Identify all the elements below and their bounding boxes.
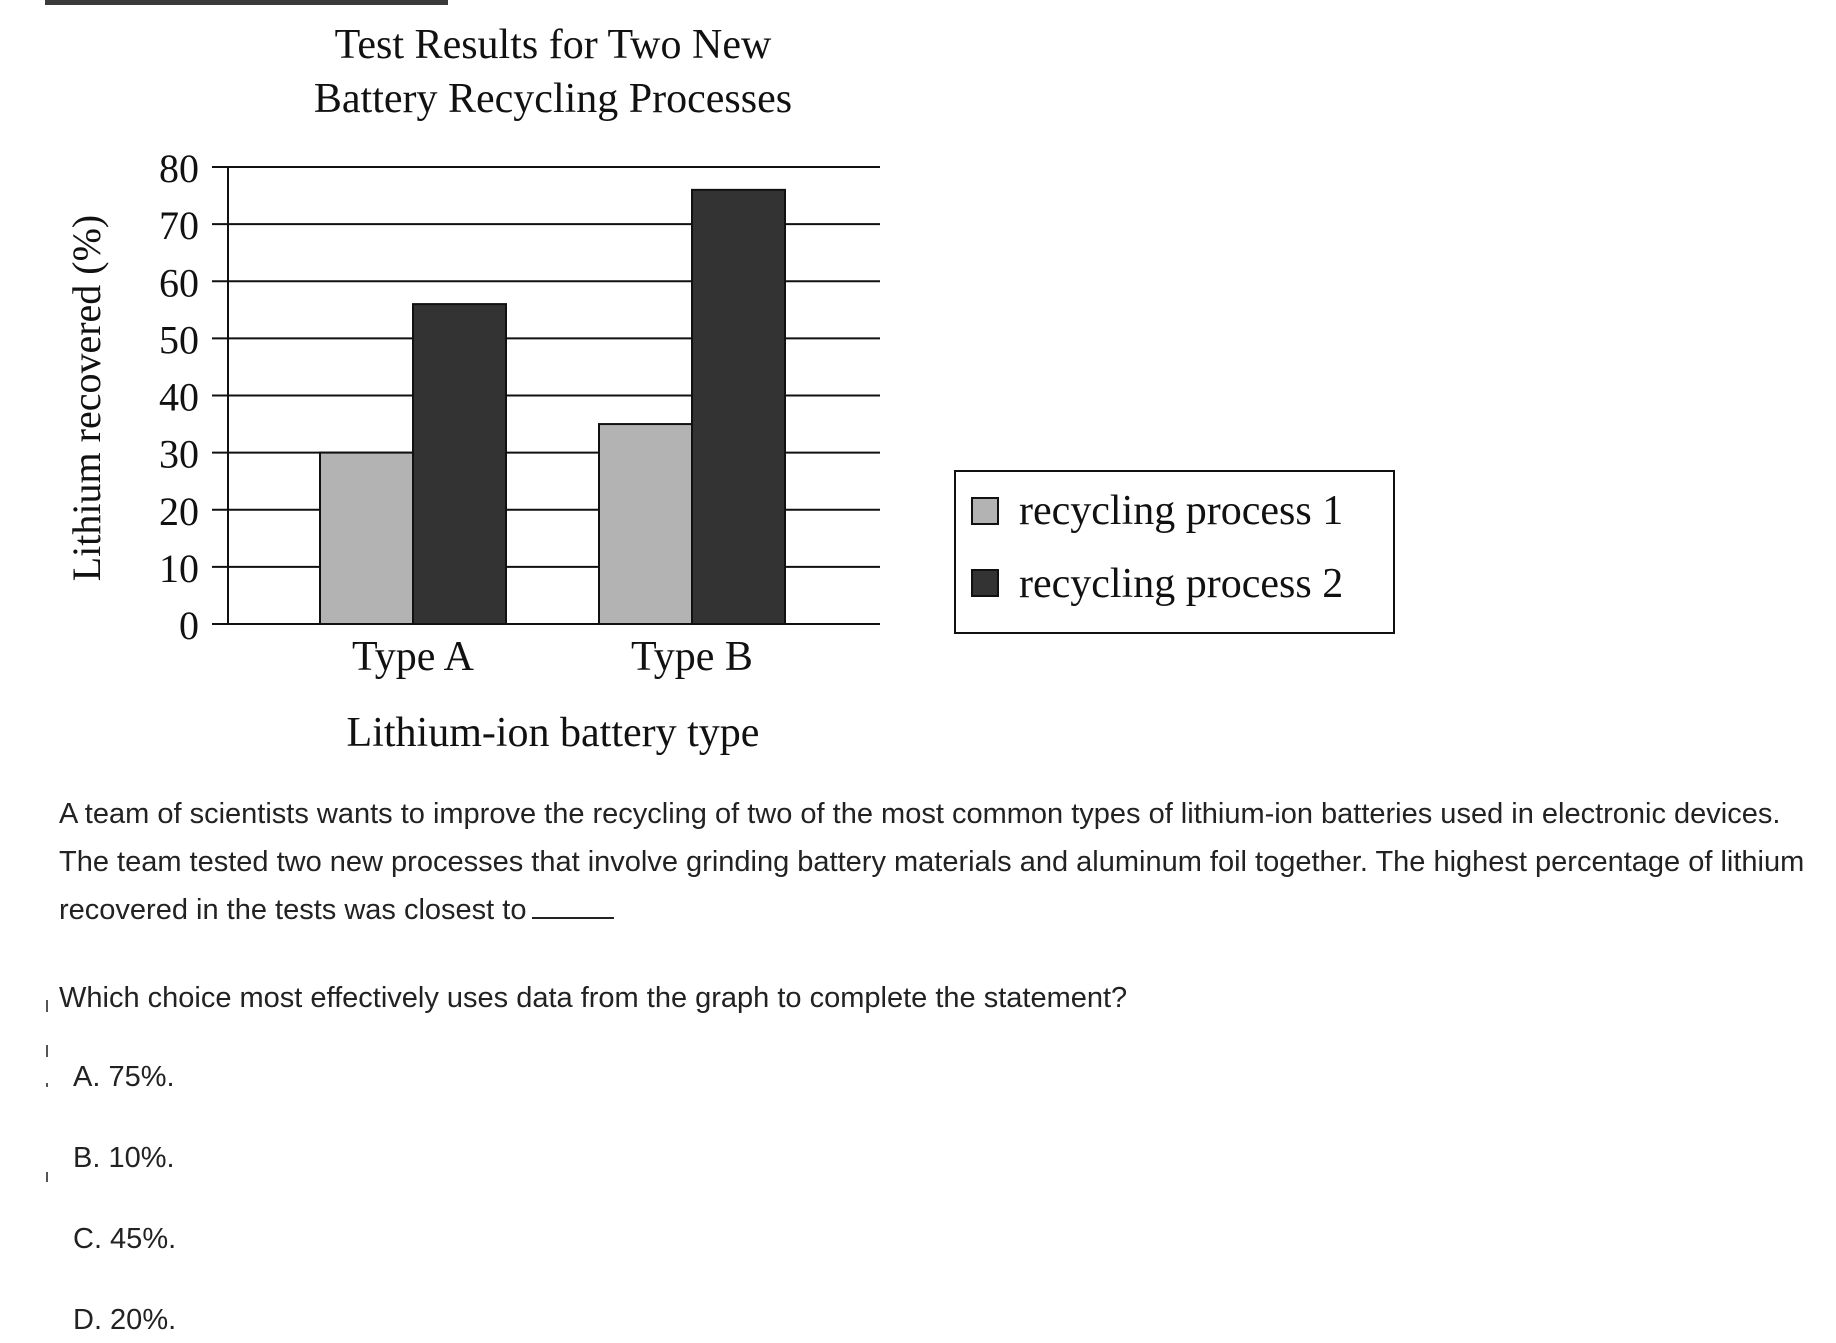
- bar-chart: Test Results for Two New Battery Recycli…: [0, 0, 1400, 775]
- y-tick-label: 40: [159, 375, 199, 420]
- chart-svg: Test Results for Two New Battery Recycli…: [64, 22, 1395, 756]
- edge-mark: [46, 1000, 48, 1012]
- choice-d[interactable]: D. 20%.: [73, 1304, 177, 1336]
- top-divider: [45, 0, 448, 5]
- y-tick-label: 50: [159, 317, 199, 362]
- y-tick-label: 10: [159, 546, 199, 591]
- bars: [319, 188, 786, 625]
- chart-title-line-1: Test Results for Two New: [335, 22, 772, 68]
- choice-c[interactable]: C. 45%.: [73, 1223, 177, 1255]
- legend-label-process-1: recycling process 1: [1019, 488, 1343, 534]
- y-tick-label: 30: [159, 432, 199, 477]
- chart-title: Test Results for Two New Battery Recycli…: [314, 22, 792, 122]
- legend-swatch-process-2: [971, 569, 999, 597]
- edge-mark: [46, 1045, 48, 1057]
- chart-legend: recycling process 1 recycling process 2: [954, 470, 1395, 634]
- y-tick-label: 60: [159, 260, 199, 305]
- edge-mark: [46, 1083, 48, 1087]
- answer-blank: [532, 895, 615, 919]
- bar-type-b-process-1: [598, 423, 693, 625]
- edge-mark: [46, 1172, 48, 1182]
- passage-body: A team of scientists wants to improve th…: [59, 798, 1805, 926]
- choice-b[interactable]: B. 10%.: [73, 1142, 175, 1174]
- bar-type-a-process-1: [319, 451, 414, 625]
- legend-label-process-2: recycling process 2: [1019, 561, 1343, 607]
- x-tick-label: Type B: [631, 634, 753, 680]
- y-tick-label: 20: [159, 489, 199, 534]
- y-tick-label: 0: [179, 603, 199, 648]
- legend-frame: [954, 470, 1395, 634]
- y-tick-label: 70: [159, 203, 199, 248]
- chart-title-line-2: Battery Recycling Processes: [314, 76, 792, 122]
- bar-type-b-process-2: [691, 188, 786, 625]
- x-axis-label: Lithium-ion battery type: [347, 710, 760, 756]
- x-tick-label: Type A: [352, 634, 475, 680]
- x-axis-ticks: Type A Type B: [352, 634, 753, 680]
- choice-a[interactable]: A. 75%.: [73, 1061, 175, 1093]
- y-axis-label: Lithium recovered (%): [64, 215, 109, 582]
- y-axis-ticks: 0 10 20 30 40 50 60 70 80: [159, 146, 199, 648]
- bar-type-a-process-2: [412, 303, 507, 625]
- legend-swatch-process-1: [971, 497, 999, 525]
- y-tick-label: 80: [159, 146, 199, 191]
- question-prompt: Which choice most effectively uses data …: [59, 982, 1128, 1014]
- passage-text: A team of scientists wants to improve th…: [59, 790, 1819, 934]
